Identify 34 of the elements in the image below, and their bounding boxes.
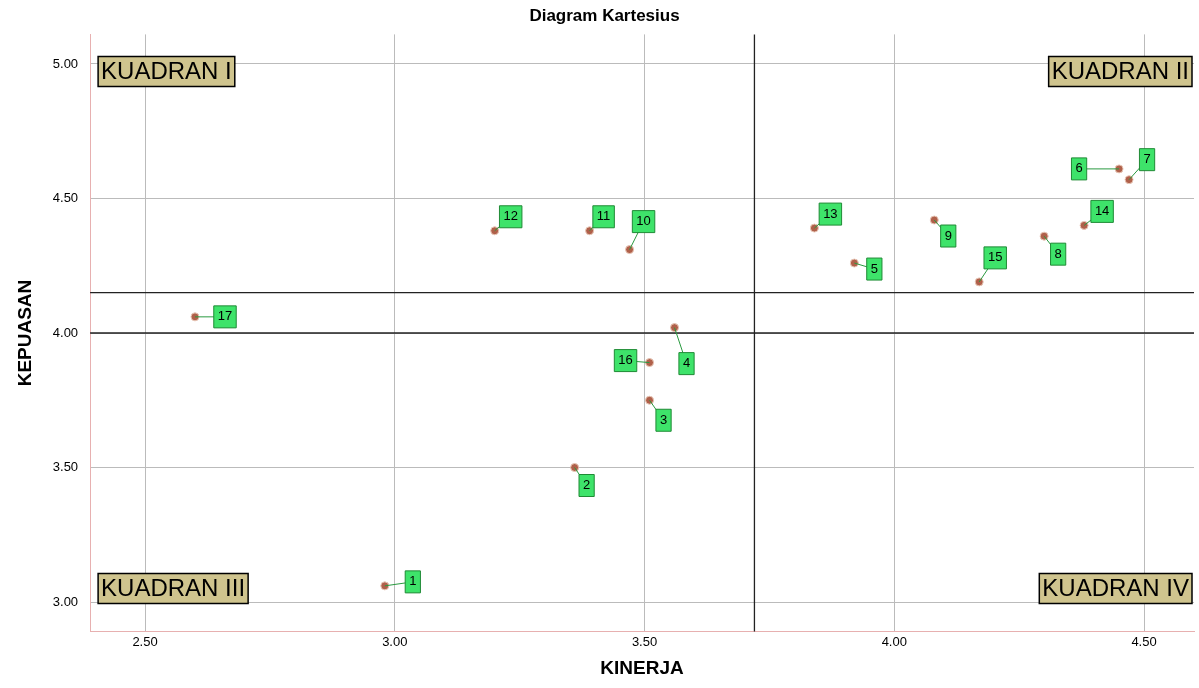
annotation: 2 xyxy=(583,477,591,493)
x-tick-label: 4.50 xyxy=(1131,633,1157,649)
annotation: 11 xyxy=(596,208,611,224)
annotation: 8 xyxy=(1054,245,1062,261)
annotation: 7 xyxy=(1143,151,1151,167)
y-axis-title: KEPUASAN xyxy=(13,279,35,387)
annotation: KUADRAN I xyxy=(101,57,232,85)
annotation: KUADRAN IV xyxy=(1042,574,1190,602)
y-tick-label: 3.00 xyxy=(52,593,79,609)
annotation: 17 xyxy=(217,308,233,324)
annotation: 9 xyxy=(944,227,952,243)
annotation: 16 xyxy=(618,352,633,368)
y-tick-label: 4.50 xyxy=(52,190,79,206)
annotation: 4 xyxy=(682,355,691,371)
chart-title: Diagram Kartesius xyxy=(529,5,680,25)
annotation: 15 xyxy=(987,249,1003,265)
x-tick-label: 4.00 xyxy=(881,633,907,649)
annotation: KUADRAN III xyxy=(101,574,246,602)
annotation: KUADRAN II xyxy=(1051,57,1189,85)
annotation: 10 xyxy=(636,213,651,229)
annotation: 3 xyxy=(659,411,668,427)
annotation: 1 xyxy=(409,573,417,589)
y-tick-label: 3.50 xyxy=(52,459,79,475)
annotation: 6 xyxy=(1075,160,1083,176)
x-tick-label: 3.50 xyxy=(631,633,658,649)
annotation: 12 xyxy=(503,208,518,224)
annotation: 14 xyxy=(1094,202,1110,218)
x-tick-label: 2.50 xyxy=(132,633,158,649)
x-axis-title: KINERJA xyxy=(600,656,685,678)
x-tick-label: 3.00 xyxy=(382,633,408,649)
y-tick-label: 4.00 xyxy=(52,324,79,340)
annotation: 5 xyxy=(870,260,878,276)
y-tick-label: 5.00 xyxy=(52,55,79,71)
annotation: 13 xyxy=(823,205,838,221)
